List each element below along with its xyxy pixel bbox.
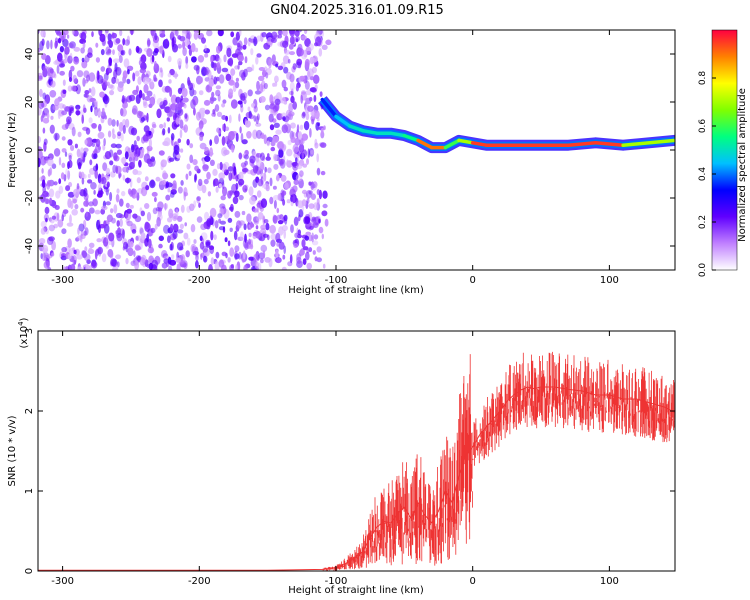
x-tick-label: -300 xyxy=(51,576,74,587)
colorbar-ticks: 0.0 0.2 0.4 0.6 0.8 xyxy=(698,71,716,278)
colorbar: 0.0 0.2 0.4 0.6 0.8 Normalized spectral ampl… xyxy=(698,29,748,278)
signal-segment xyxy=(566,141,598,147)
snr-plot-area xyxy=(38,331,675,571)
y-tick-label: 20 xyxy=(24,96,35,109)
snr-panel: -300 -200 -100 0 100 0 1 2 3 Height of straight… xyxy=(7,317,676,596)
snr-series-line xyxy=(38,386,675,571)
snr-y-label: SNR (10 * v/v) xyxy=(7,415,18,486)
snr-frame xyxy=(37,330,676,572)
snr-y-multiplier: (x104) xyxy=(17,317,30,348)
x-tick-label: -200 xyxy=(188,275,211,286)
signal-segment xyxy=(416,138,434,150)
colorbar-gradient xyxy=(711,29,738,271)
spectrogram-y-ticks: -40 -20 0 20 40 xyxy=(24,48,675,254)
y-tick-label: 1 xyxy=(24,488,35,494)
snr-x-label: Height of straight line (km) xyxy=(288,585,424,596)
y-tick-label: -40 xyxy=(24,238,35,254)
y-tick-label: 0 xyxy=(24,147,35,153)
signal-segment xyxy=(457,138,475,145)
y-tick-label: 0 xyxy=(24,568,35,574)
x-tick-label: -100 xyxy=(325,275,348,286)
signal-segment xyxy=(621,138,675,147)
colorbar-tick-label: 0.2 xyxy=(698,215,708,229)
signal-segment xyxy=(320,97,338,119)
x-tick-label: 100 xyxy=(600,576,619,587)
x-tick-label: 0 xyxy=(470,576,476,587)
x-tick-label: -100 xyxy=(325,576,348,587)
signal-segment xyxy=(443,138,461,150)
y-tick-label: 40 xyxy=(24,48,35,61)
signal-segment xyxy=(470,141,489,147)
spectrogram-signal-trace xyxy=(318,96,675,154)
spectrogram-noise xyxy=(38,30,332,270)
colorbar-label: Normalized spectral amplitude xyxy=(737,88,748,242)
snr-noise-trace xyxy=(321,351,675,571)
x-tick-label: -200 xyxy=(188,576,211,587)
signal-segment xyxy=(347,124,366,133)
chart-title: GN04.2025.316.01.09.R15 xyxy=(270,3,444,18)
x-tick-label: 0 xyxy=(470,275,476,286)
colorbar-tick-label: 0.6 xyxy=(698,119,708,134)
colorbar-tick-label: 0.0 xyxy=(698,263,708,278)
signal-segment xyxy=(593,141,625,147)
x-tick-label: 100 xyxy=(600,275,619,286)
signal-segment xyxy=(334,114,352,128)
snr-x-ticks: -300 -200 -100 0 100 xyxy=(51,331,619,587)
spectrogram-x-label: Height of straight line (km) xyxy=(288,285,424,296)
y-tick-label: 2 xyxy=(24,408,35,414)
signal-segment xyxy=(388,131,407,138)
y-tick-label: 3 xyxy=(24,328,35,334)
snr-y-ticks: 0 1 2 3 xyxy=(24,328,675,574)
spectrogram-x-ticks: -300 -200 -100 0 100 xyxy=(51,30,619,286)
spectrogram-y-label: Frequency (Hz) xyxy=(7,112,18,188)
signal-segment xyxy=(402,133,420,143)
signal-segment xyxy=(361,129,379,135)
colorbar-tick-label: 0.8 xyxy=(698,71,708,86)
x-tick-label: -300 xyxy=(51,275,74,286)
y-tick-label: -20 xyxy=(24,190,35,206)
colorbar-tick-label: 0.4 xyxy=(698,167,708,182)
